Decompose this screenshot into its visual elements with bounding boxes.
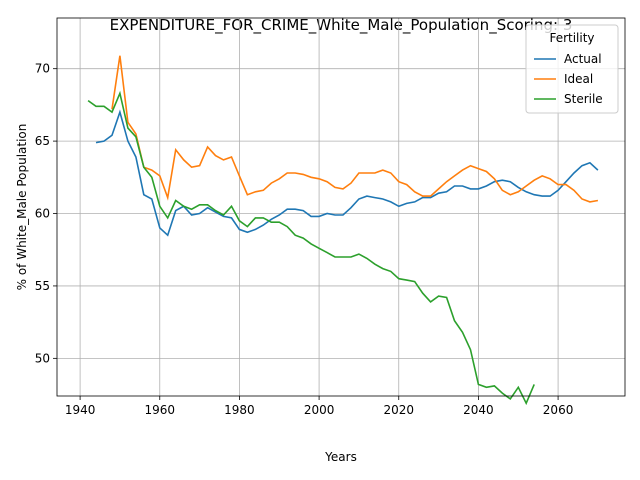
legend-box — [525, 24, 619, 114]
legend-label: Actual — [564, 52, 602, 66]
x-tick-label: 1940 — [65, 403, 96, 417]
chart-title: EXPENDITURE_FOR_CRIME_White_Male_Populat… — [110, 16, 573, 35]
legend-label: Sterile — [564, 92, 603, 106]
series-line — [87, 90, 535, 406]
y-axis-label: % of White_Male Population — [15, 124, 29, 291]
plot-lines — [87, 55, 599, 406]
y-tick-label: 50 — [35, 351, 50, 365]
x-tick-label: 2020 — [383, 403, 414, 417]
series-line — [95, 109, 599, 237]
grid: 1940 1960 1980 2000 2020 2040 2060 50 55 60 65 70 — [35, 18, 625, 417]
legend: Fertility Actual Ideal Sterile — [525, 24, 619, 114]
x-tick-label: 2040 — [463, 403, 494, 417]
x-tick-label: 1960 — [144, 403, 175, 417]
legend-title: Fertility — [549, 31, 594, 45]
y-tick-label: 55 — [35, 279, 50, 293]
y-tick-label: 60 — [35, 207, 50, 221]
plot-frame — [56, 17, 626, 397]
y-tick-label: 65 — [35, 134, 50, 148]
x-tick-label: 2000 — [304, 403, 335, 417]
legend-label: Ideal — [564, 72, 593, 86]
x-tick-label: 1980 — [224, 403, 255, 417]
series-line — [111, 55, 599, 203]
x-tick-label: 2060 — [543, 403, 574, 417]
y-tick-label: 70 — [35, 62, 50, 76]
x-axis-label: Years — [324, 450, 357, 464]
